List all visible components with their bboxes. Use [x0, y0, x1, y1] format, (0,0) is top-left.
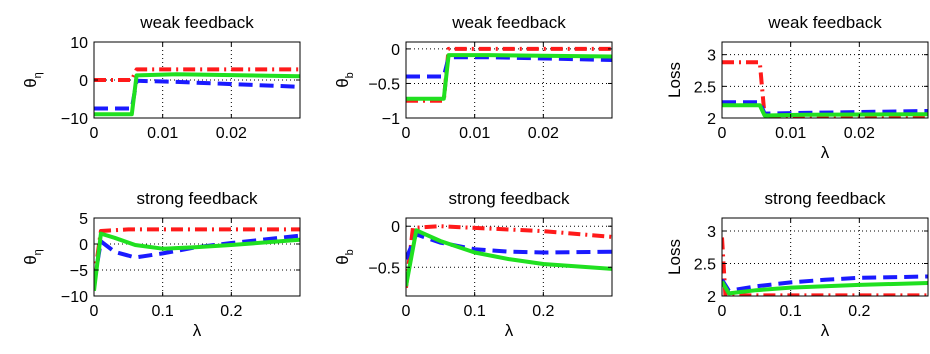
y-tick-label: −0.5 [368, 260, 400, 277]
x-axis-label: λ [505, 321, 514, 340]
x-tick-label: 0.2 [532, 303, 554, 320]
y-tick-label: −1 [382, 111, 400, 128]
x-tick-label: 0 [718, 303, 727, 320]
series-line-green [94, 231, 300, 292]
x-tick-label: 0 [90, 303, 99, 320]
subplot-6: 0 0.1 0.2 2 2.5 3 strong feedback Loss λ [665, 189, 929, 340]
x-tick-label: 0 [402, 125, 411, 142]
y-tick-label: 5 [79, 211, 88, 228]
subplot-title: weak feedback [767, 13, 882, 32]
y-tick-label: −5 [70, 263, 88, 280]
y-tick-label: 0 [79, 73, 88, 90]
y-axis-label: Loss [665, 62, 684, 98]
axes-frame [405, 41, 613, 119]
y-tick-label: 3 [707, 48, 716, 65]
axes-frame [405, 217, 613, 297]
y-tick-label: 10 [70, 35, 88, 52]
x-axis-label: λ [821, 143, 830, 162]
series-line-green [722, 280, 928, 296]
y-axis-label: θη [21, 72, 44, 88]
x-axis-label: λ [193, 321, 202, 340]
y-tick-label: −0.5 [368, 76, 400, 93]
y-tick-label: 2.5 [694, 79, 716, 96]
x-tick-label: 0.2 [848, 303, 870, 320]
series-line-green [94, 72, 300, 117]
y-axis-label: θη [21, 249, 44, 265]
x-tick-label: 0.1 [464, 303, 486, 320]
axes-frame [721, 41, 929, 119]
y-tick-label: 2 [707, 111, 716, 128]
y-tick-label: 2 [707, 289, 716, 306]
x-tick-label: 0.02 [216, 125, 247, 142]
subplot-4: 0 0.1 0.2 −10 −5 0 5 strong feedback θη λ [21, 189, 301, 340]
x-tick-label: 0 [402, 303, 411, 320]
subplot-5: 0 0.1 0.2 −0.5 0 strong feedback θb λ [333, 189, 613, 340]
subplot-3: 0 0.01 0.02 2 2.5 3 weak feedback Loss λ [665, 13, 929, 162]
subplot-title: weak feedback [451, 13, 566, 32]
x-tick-label: 0 [718, 125, 727, 142]
x-tick-label: 0.1 [780, 303, 802, 320]
series-line-red [722, 237, 928, 296]
axes-frame [93, 217, 301, 297]
y-tick-label: 3 [707, 224, 716, 241]
plot-area [406, 218, 612, 296]
series-line-red [406, 224, 612, 289]
x-tick-label: 0.2 [220, 303, 242, 320]
x-tick-label: 0.02 [528, 125, 559, 142]
series-line-green [722, 103, 928, 118]
y-axis-label: θb [333, 249, 356, 265]
y-axis-label: Loss [665, 239, 684, 275]
x-axis-label: λ [821, 321, 830, 340]
series-line-green [406, 53, 612, 101]
subplot-title: strong feedback [449, 189, 570, 208]
x-tick-label: 0.01 [459, 125, 490, 142]
y-tick-label: 0 [79, 237, 88, 254]
series-line-red [94, 67, 300, 82]
subplot-title: strong feedback [765, 189, 886, 208]
x-tick-label: 0.01 [775, 125, 806, 142]
y-tick-label: 0 [391, 42, 400, 59]
series-line-green [406, 228, 612, 287]
x-tick-label: 0.1 [152, 303, 174, 320]
series-line-blue [406, 55, 612, 79]
subplot-title: weak feedback [139, 13, 254, 32]
x-tick-label: 0.02 [844, 125, 875, 142]
y-tick-label: −10 [61, 289, 88, 306]
x-tick-label: 0.01 [147, 125, 178, 142]
subplot-title: strong feedback [137, 189, 258, 208]
axes-frame [721, 217, 929, 297]
y-tick-label: 0 [391, 219, 400, 236]
y-tick-label: 2.5 [694, 257, 716, 274]
x-tick-label: 0 [90, 125, 99, 142]
y-tick-label: −10 [61, 111, 88, 128]
subplot-2: 0 0.01 0.02 −1 −0.5 0 weak feedback θb [333, 13, 613, 142]
y-axis-label: θb [333, 72, 356, 88]
